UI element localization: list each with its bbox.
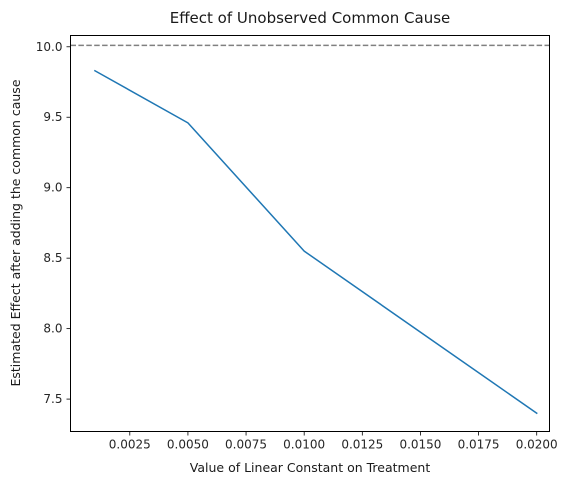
x-axis: 0.0025 0.0050 0.0075 0.0100 0.0125 0.0150 0.01…: [109, 431, 558, 452]
x-tick-label: 0.0100: [283, 438, 325, 452]
x-tick-label: 0.0150: [399, 438, 441, 452]
plot-frame: [70, 35, 550, 432]
x-tick-label: 0.0050: [167, 438, 209, 452]
chart-title: Effect of Unobserved Common Cause: [170, 9, 451, 27]
x-tick-label: 0.0125: [341, 438, 383, 452]
plot-area: [70, 35, 550, 432]
x-tick-label: 0.0175: [458, 438, 500, 452]
series-line-1: [93, 69, 538, 415]
x-tick-label: 0.0075: [225, 438, 267, 452]
x-tick-label: 0.0200: [516, 438, 558, 452]
x-axis-label: Value of Linear Constant on Treatment: [190, 460, 431, 475]
y-tick-label: 7.5: [43, 392, 62, 406]
x-tick-label: 0.0025: [109, 438, 151, 452]
y-tick-label: 10.0: [36, 40, 63, 54]
y-tick-label: 8.5: [43, 251, 62, 265]
y-tick-label: 9.0: [43, 181, 62, 195]
y-tick-label: 9.5: [43, 110, 62, 124]
series-layer: [93, 69, 538, 415]
y-tick-label: 8.0: [43, 322, 62, 336]
y-axis: 7.5 8.0 8.5 9.0 9.5 10.0: [36, 40, 71, 406]
y-axis-label: Estimated Effect after adding the common…: [8, 79, 23, 386]
